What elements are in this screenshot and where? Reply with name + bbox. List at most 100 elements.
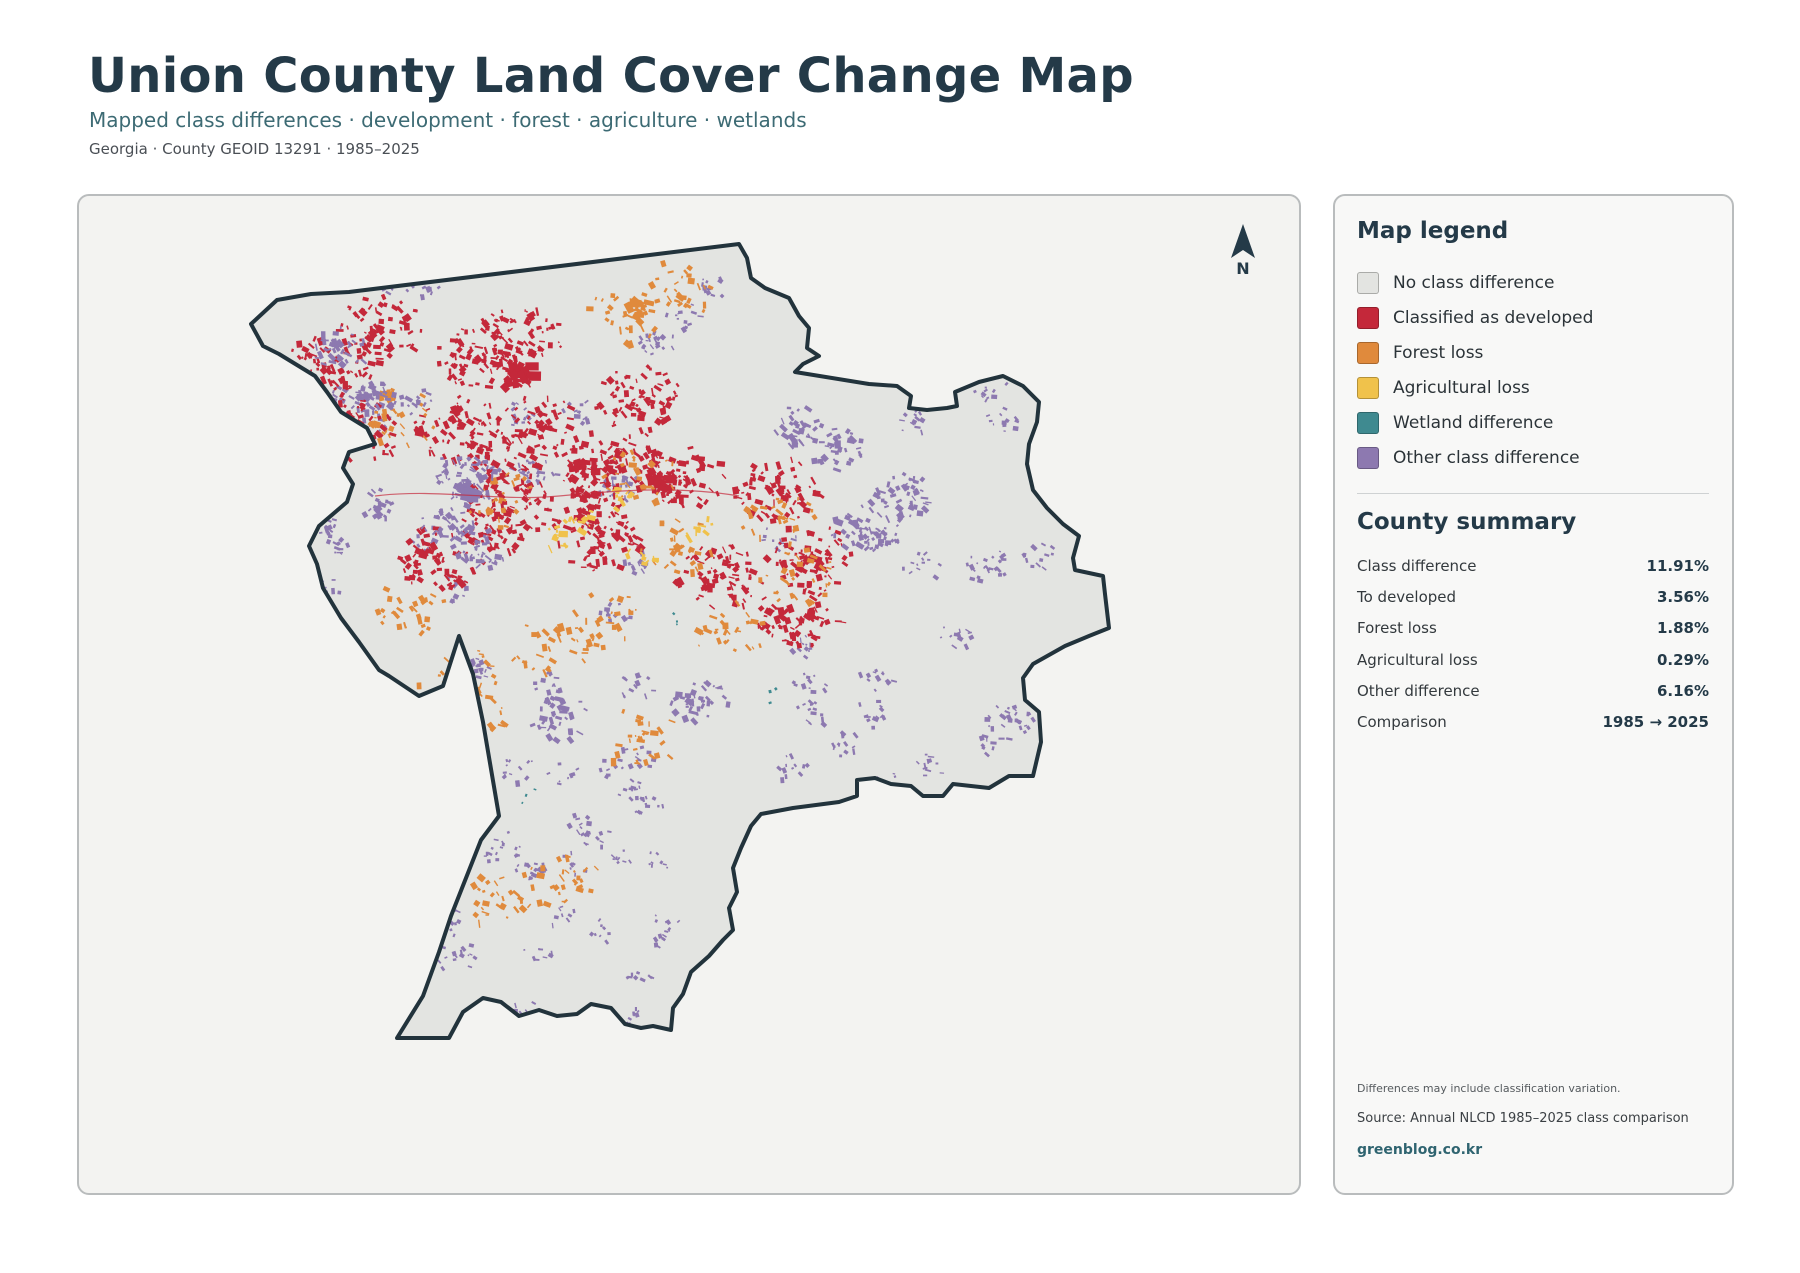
change-patch bbox=[772, 539, 775, 542]
change-patch bbox=[781, 767, 788, 774]
change-patch bbox=[535, 499, 542, 506]
change-patch bbox=[581, 652, 589, 654]
change-patch bbox=[1014, 786, 1020, 789]
change-patch bbox=[566, 404, 576, 412]
change-patch bbox=[600, 844, 603, 850]
change-patch bbox=[492, 347, 498, 353]
change-patch bbox=[765, 527, 769, 531]
change-patch bbox=[439, 907, 445, 913]
change-patch bbox=[781, 542, 785, 545]
change-patch bbox=[458, 742, 465, 749]
change-patch bbox=[783, 542, 789, 549]
change-patch bbox=[696, 706, 701, 712]
change-patch bbox=[669, 468, 676, 475]
change-patch bbox=[466, 398, 471, 404]
change-patch bbox=[610, 440, 620, 448]
change-patch bbox=[443, 573, 451, 582]
change-patch bbox=[615, 529, 621, 534]
change-patch bbox=[515, 523, 522, 527]
change-patch bbox=[542, 476, 546, 481]
change-patch bbox=[510, 524, 513, 530]
change-patch bbox=[1004, 381, 1009, 386]
change-patch bbox=[552, 409, 559, 418]
change-patch bbox=[437, 896, 441, 900]
change-patch bbox=[375, 357, 384, 360]
change-patch bbox=[745, 561, 752, 566]
change-patch bbox=[412, 553, 417, 558]
change-patch bbox=[852, 748, 856, 755]
change-patch bbox=[576, 875, 581, 881]
change-patch bbox=[465, 353, 473, 361]
change-patch bbox=[863, 332, 868, 336]
change-patch bbox=[449, 598, 455, 604]
change-patch bbox=[838, 743, 840, 747]
change-patch bbox=[273, 385, 279, 390]
change-patch bbox=[405, 274, 413, 280]
change-patch bbox=[335, 329, 344, 332]
change-patch bbox=[678, 294, 687, 301]
change-patch bbox=[875, 715, 880, 720]
change-patch bbox=[493, 327, 500, 335]
change-patch bbox=[1030, 543, 1038, 552]
change-patch bbox=[332, 393, 338, 399]
change-patch bbox=[775, 475, 781, 484]
change-patch bbox=[501, 500, 508, 506]
change-patch bbox=[1002, 406, 1008, 411]
change-patch bbox=[831, 742, 836, 749]
change-patch bbox=[793, 683, 798, 687]
change-patch bbox=[465, 712, 475, 723]
change-patch bbox=[562, 400, 566, 404]
change-patch bbox=[422, 541, 431, 547]
change-patch bbox=[306, 377, 313, 383]
summary-value: 1.88% bbox=[1656, 619, 1709, 638]
change-patch bbox=[939, 636, 943, 639]
change-patch bbox=[985, 279, 990, 284]
change-patch bbox=[639, 977, 646, 983]
change-patch bbox=[278, 570, 282, 577]
county-map[interactable] bbox=[79, 196, 1301, 1195]
change-patch bbox=[446, 581, 453, 587]
change-patch bbox=[421, 881, 426, 886]
change-patch bbox=[486, 412, 492, 420]
summary-label: Forest loss bbox=[1357, 619, 1437, 638]
change-patch bbox=[304, 393, 307, 398]
change-patch bbox=[460, 676, 470, 685]
change-patch bbox=[762, 534, 767, 539]
change-patch bbox=[404, 562, 413, 570]
change-patch bbox=[454, 576, 465, 586]
change-patch bbox=[807, 707, 812, 712]
change-patch bbox=[808, 647, 813, 651]
change-patch bbox=[850, 540, 856, 547]
change-patch bbox=[638, 785, 641, 789]
change-patch bbox=[375, 395, 380, 400]
change-patch bbox=[480, 444, 488, 449]
change-patch bbox=[279, 548, 282, 552]
change-patch bbox=[497, 533, 502, 538]
change-patch bbox=[527, 486, 533, 494]
change-patch bbox=[628, 796, 634, 802]
change-patch bbox=[612, 858, 615, 861]
change-patch bbox=[803, 547, 811, 553]
change-patch bbox=[916, 567, 921, 571]
change-patch bbox=[874, 784, 877, 787]
site-link[interactable]: greenblog.co.kr bbox=[1357, 1142, 1483, 1158]
change-patch bbox=[862, 533, 869, 540]
change-patch bbox=[530, 460, 536, 465]
change-patch bbox=[621, 475, 629, 481]
change-patch bbox=[636, 752, 639, 756]
change-patch bbox=[539, 340, 545, 343]
map-panel[interactable]: N bbox=[77, 194, 1301, 1195]
change-patch bbox=[527, 461, 532, 465]
change-patch bbox=[408, 574, 416, 581]
change-patch bbox=[499, 846, 504, 849]
change-patch bbox=[748, 574, 752, 577]
change-patch bbox=[923, 762, 927, 769]
change-patch bbox=[302, 386, 307, 391]
change-patch bbox=[303, 582, 310, 589]
change-patch bbox=[502, 537, 508, 545]
summary-label: Agricultural loss bbox=[1357, 650, 1478, 669]
change-patch bbox=[649, 851, 652, 855]
change-patch bbox=[536, 345, 545, 353]
change-patch bbox=[425, 391, 432, 396]
change-patch bbox=[988, 567, 994, 571]
